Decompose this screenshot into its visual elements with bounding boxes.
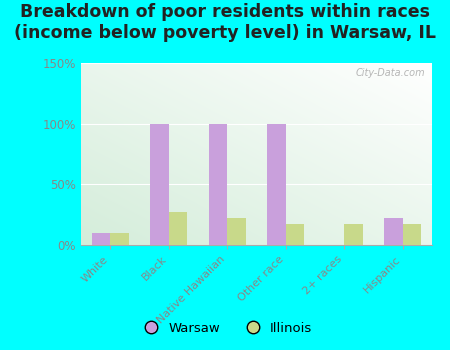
Bar: [384, 218, 403, 245]
Bar: [286, 224, 305, 245]
Bar: [344, 224, 363, 245]
Bar: [267, 124, 286, 245]
Bar: [403, 224, 422, 245]
Bar: [150, 124, 169, 245]
Bar: [208, 124, 227, 245]
Text: Breakdown of poor residents within races
(income below poverty level) in Warsaw,: Breakdown of poor residents within races…: [14, 3, 436, 42]
Bar: [169, 212, 188, 245]
Bar: [110, 233, 129, 245]
Bar: [227, 218, 246, 245]
Legend: Warsaw, Illinois: Warsaw, Illinois: [132, 316, 318, 340]
Text: City-Data.com: City-Data.com: [356, 69, 425, 78]
Bar: [91, 233, 110, 245]
